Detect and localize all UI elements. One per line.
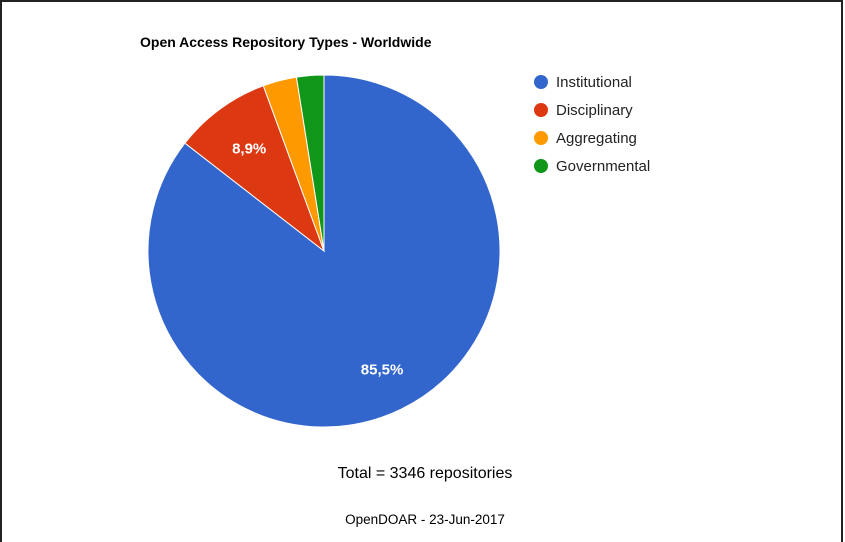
- legend-item-aggregating: Aggregating: [534, 130, 637, 147]
- chart-legend: Institutional Disciplinary Aggregating Gove…: [534, 74, 650, 175]
- legend-label-institutional: Institutional: [556, 74, 632, 91]
- legend-swatch-governmental: [534, 159, 548, 173]
- pie-slice-governmental: [295, 74, 325, 252]
- legend-swatch-institutional: [534, 75, 548, 89]
- legend-label-disciplinary: Disciplinary: [556, 102, 633, 119]
- legend-item-disciplinary: Disciplinary: [534, 102, 633, 119]
- slice-label-disciplinary: 8,9%: [232, 141, 266, 158]
- legend-label-aggregating: Aggregating: [556, 130, 637, 147]
- total-repositories-label: Total = 3346 repositories: [338, 465, 513, 482]
- legend-label-governmental: Governmental: [556, 158, 650, 175]
- pie-slice-disciplinary: [184, 85, 326, 253]
- pie-slice-labels: 85,5% 8,9%: [232, 141, 403, 379]
- legend-swatch-disciplinary: [534, 103, 548, 117]
- legend-item-governmental: Governmental: [534, 158, 650, 175]
- source-date-label: OpenDOAR - 23-Jun-2017: [345, 512, 505, 527]
- slice-label-institutional: 85,5%: [361, 362, 404, 379]
- chart-title: Open Access Repository Types - Worldwide: [140, 34, 432, 50]
- legend-item-institutional: Institutional: [534, 74, 632, 91]
- pie-slices: [147, 74, 501, 428]
- legend-swatch-aggregating: [534, 131, 548, 145]
